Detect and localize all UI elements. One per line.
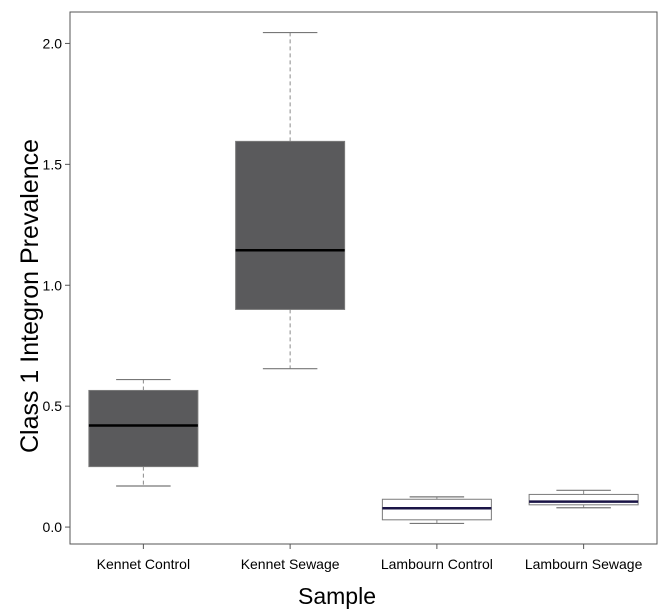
y-axis: 0.0 0.5 1.0 1.5 2.0	[43, 35, 70, 535]
y-tick-label: 2.0	[43, 35, 63, 51]
box-group	[88, 378, 199, 487]
x-tick-label: Lambourn Sewage	[525, 556, 643, 572]
x-tick-label: Kennet Sewage	[241, 556, 340, 572]
y-axis-title: Class 1 Integron Prevalence	[16, 139, 44, 453]
x-axis-title: Sample	[298, 583, 376, 609]
boxes	[88, 31, 639, 525]
y-tick-label: 0.0	[43, 519, 63, 535]
box-group	[381, 496, 492, 525]
y-tick-label: 0.5	[43, 398, 63, 414]
y-tick-label: 1.5	[43, 156, 63, 172]
box-iqr	[88, 389, 199, 468]
box-iqr	[528, 493, 639, 506]
box-iqr	[235, 140, 346, 310]
y-tick-label: 1.0	[43, 277, 63, 293]
box-group	[235, 31, 346, 370]
box-group	[528, 489, 639, 509]
x-tick-label: Kennet Control	[97, 556, 190, 572]
x-tick-label: Lambourn Control	[381, 556, 493, 572]
x-axis: Kennet Control Kennet Sewage Lambourn Cont…	[97, 544, 643, 572]
box-iqr	[381, 498, 492, 521]
